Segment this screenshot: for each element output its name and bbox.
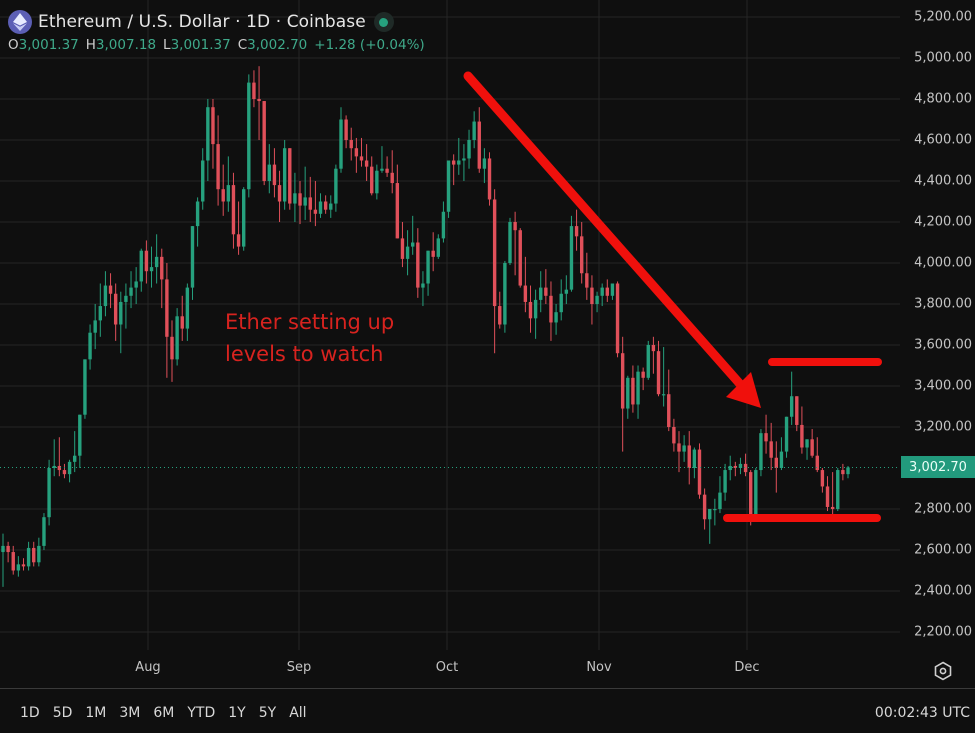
symbol-title[interactable]: Ethereum / U.S. Dollar · 1D · Coinbase (38, 12, 366, 32)
chart-settings-button[interactable] (932, 660, 954, 682)
price-axis-label: 3,600.00 (914, 337, 972, 353)
time-axis-label: Nov (586, 660, 612, 675)
range-button-1y[interactable]: 1Y (228, 705, 246, 721)
price-axis-label: 3,800.00 (914, 296, 972, 312)
downtrend-arrow-head (726, 372, 761, 408)
time-axis-label: Dec (734, 660, 760, 675)
close-value: 3,002.70 (247, 37, 308, 53)
market-open-indicator[interactable] (373, 12, 394, 32)
open-label: O (8, 37, 19, 53)
time-axis-label: Oct (435, 660, 459, 675)
ethereum-icon (8, 10, 32, 34)
range-button-6m[interactable]: 6M (153, 705, 175, 721)
open-value: 3,001.37 (18, 37, 79, 53)
range-button-5d[interactable]: 5D (52, 705, 73, 721)
low-label: L (163, 37, 171, 53)
range-button-3m[interactable]: 3M (119, 705, 141, 721)
chart-header: Ethereum / U.S. Dollar · 1D · Coinbase O… (8, 8, 432, 53)
date-range-selector: 1D 5D 1M 3M 6M YTD 1Y 5Y All (20, 705, 307, 721)
time-axis-label: Sep (286, 660, 312, 675)
status-dot-icon (379, 17, 389, 27)
range-button-1d[interactable]: 1D (20, 705, 40, 721)
annotation-line-1: Ether setting up (225, 310, 395, 334)
price-axis-label: 4,200.00 (914, 214, 972, 230)
range-button-all[interactable]: All (289, 705, 307, 721)
change-value: +1.28 (+0.04%) (314, 37, 425, 53)
bottom-toolbar: 1D 5D 1M 3M 6M YTD 1Y 5Y All 00:02:43 UTC (0, 688, 975, 733)
downtrend-arrow-shaft (463, 71, 745, 389)
close-label: C (237, 37, 248, 53)
drawing-annotations[interactable] (463, 71, 882, 522)
current-price-tag: 3,002.70 (901, 456, 975, 479)
utc-clock[interactable]: 00:02:43 UTC (874, 705, 970, 721)
price-axis-label: 2,400.00 (914, 583, 972, 599)
settings-hexagon-icon (934, 661, 952, 681)
range-button-ytd[interactable]: YTD (187, 705, 216, 721)
price-axis-label: 4,800.00 (914, 91, 972, 107)
price-axis-label: 2,600.00 (914, 542, 972, 558)
price-axis-label: 4,000.00 (914, 255, 972, 271)
price-axis-label: 2,200.00 (914, 624, 972, 640)
low-value: 3,001.37 (170, 37, 231, 53)
price-axis-label: 3,400.00 (914, 378, 972, 394)
price-axis-label: 4,600.00 (914, 132, 972, 148)
price-axis-label: 3,200.00 (914, 419, 972, 435)
high-value: 3,007.18 (95, 37, 157, 53)
price-axis-label: 4,400.00 (914, 173, 972, 189)
time-axis-label: Aug (135, 660, 161, 675)
price-axis-label: 5,200.00 (914, 9, 972, 25)
price-axis-label: 5,000.00 (914, 50, 972, 66)
annotation-text: Ether setting up levels to watch (225, 306, 394, 370)
range-button-1m[interactable]: 1M (85, 705, 107, 721)
ohlc-legend: O 3,001.37 H 3,007.18 L 3,001.37 C 3,002.70 … (8, 37, 432, 53)
price-axis-label: 2,800.00 (914, 501, 972, 517)
candles-layer (1, 66, 850, 587)
high-label: H (85, 37, 96, 53)
annotation-line-2: levels to watch (225, 342, 384, 366)
range-button-5y[interactable]: 5Y (258, 705, 277, 721)
